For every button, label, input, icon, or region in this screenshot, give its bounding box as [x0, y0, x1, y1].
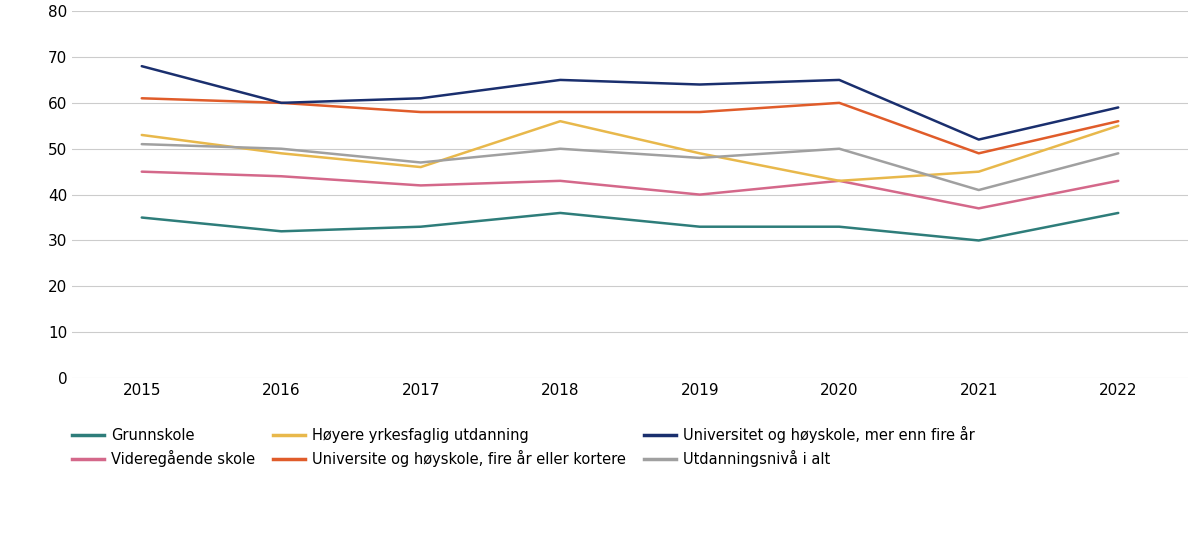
Legend: Grunnskole, Videregående skole, Høyere yrkesfaglig utdanning, Universite og høys: Grunnskole, Videregående skole, Høyere y… — [72, 426, 974, 467]
